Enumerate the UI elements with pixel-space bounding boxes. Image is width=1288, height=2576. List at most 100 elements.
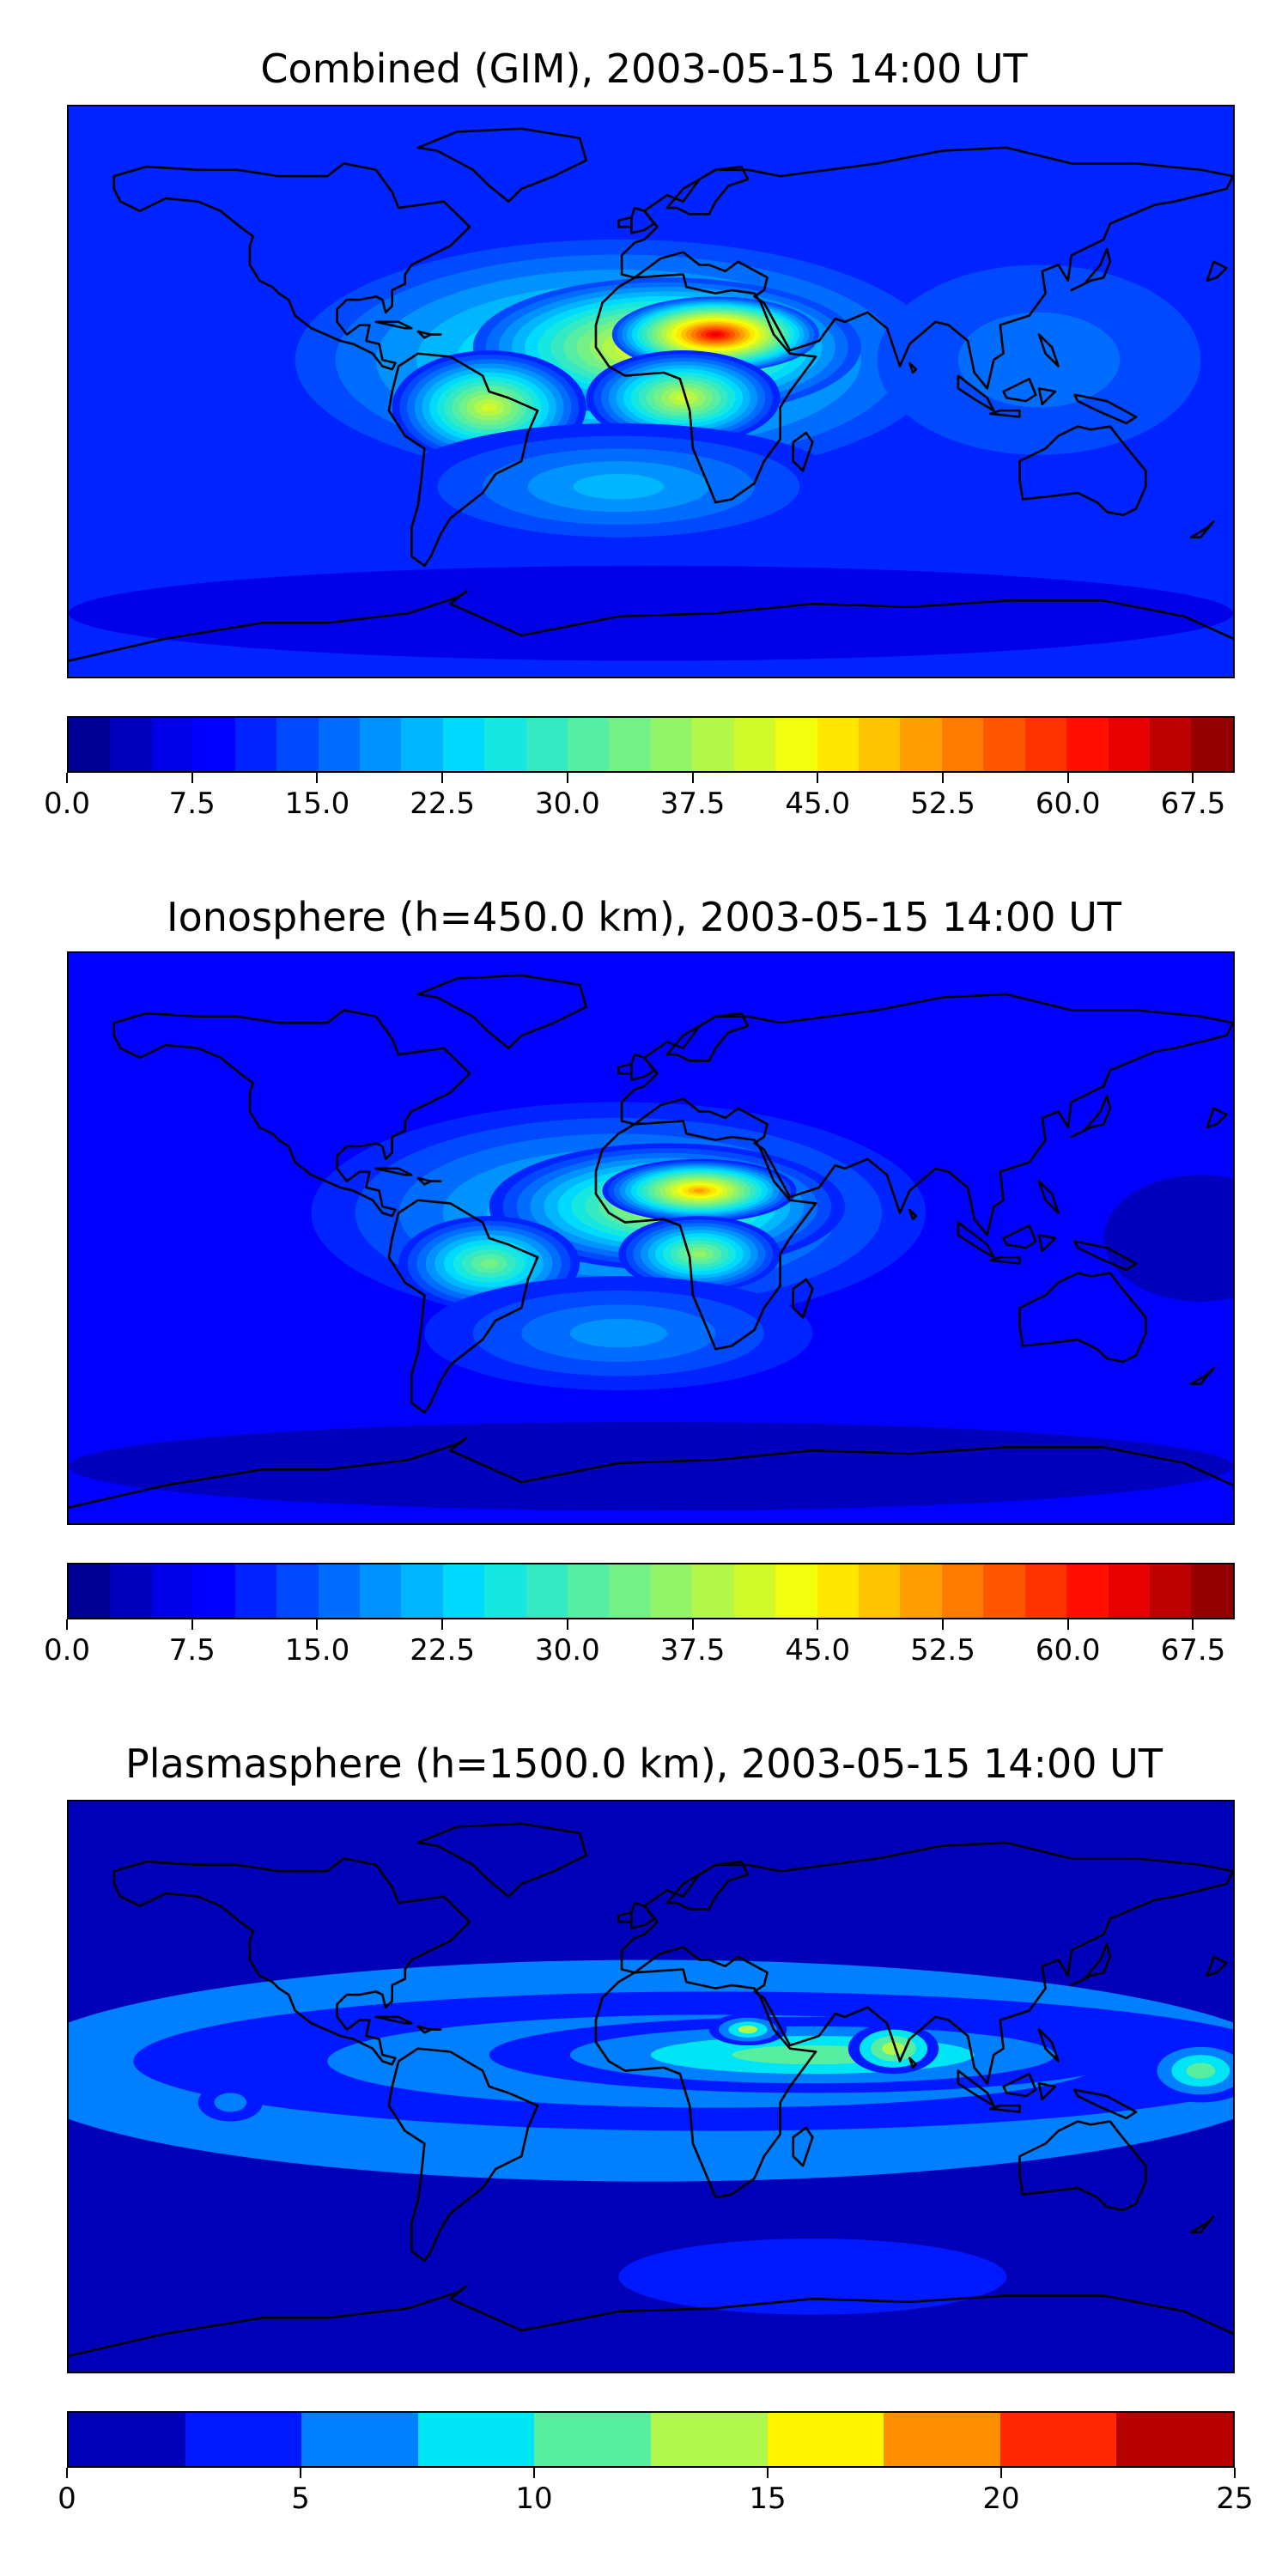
colorbar-tick <box>567 1619 568 1630</box>
colorbar-segment <box>884 2413 1000 2466</box>
colorbar-segment <box>110 718 151 771</box>
colorbar-tick <box>66 2468 68 2478</box>
colorbar-segment <box>276 1564 318 1618</box>
colorbar-segment <box>651 2413 768 2466</box>
colorbar-tick-label: 30.0 <box>535 787 600 821</box>
colorbar-tick-label: 15.0 <box>285 787 350 821</box>
colorbar-tick-label: 22.5 <box>410 1633 475 1668</box>
panel-title-plasmasphere: Plasmasphere (h=1500.0 km), 2003-05-15 1… <box>0 1740 1288 1788</box>
colorbar-ticks-plasmasphere: 0 5 10 15 20 25 <box>67 2468 1235 2519</box>
tec-field-combined <box>69 106 1233 677</box>
field-contour-5-3 <box>1186 2063 1215 2078</box>
colorbar-segment <box>1025 718 1066 771</box>
colorbar-tick-label: 7.5 <box>169 787 216 821</box>
colorbar-segment <box>1150 1564 1191 1618</box>
tec-field-plasmasphere <box>69 1801 1233 2372</box>
colorbar-segment <box>534 2413 651 2466</box>
colorbar-segment <box>768 2413 884 2466</box>
colorbar-tick <box>316 773 318 783</box>
colorbar-tick-label: 15.0 <box>285 1633 350 1668</box>
map-plasmasphere <box>67 1800 1235 2373</box>
colorbar-tick-label: 15 <box>749 2482 786 2516</box>
colorbar-segment <box>859 718 900 771</box>
colorbar-tick <box>692 1619 694 1630</box>
colorbar-tick <box>817 1619 818 1630</box>
colorbar-segment <box>1000 2413 1117 2466</box>
colorbar-tick-label: 20 <box>982 2482 1019 2516</box>
colorbar-segment <box>983 1564 1024 1618</box>
field-contour-3-9 <box>480 1259 498 1268</box>
colorbar-tick <box>316 1619 318 1630</box>
colorbar-tick <box>300 2468 301 2478</box>
colorbar-segment <box>484 1564 526 1618</box>
colorbar-segment <box>609 1564 650 1618</box>
colorbar-plasmasphere <box>67 2411 1235 2468</box>
colorbar-tick-label: 0.0 <box>44 1633 90 1668</box>
colorbar-tick <box>66 773 68 783</box>
colorbar-segment <box>568 718 609 771</box>
colorbar-tick-label: 67.5 <box>1161 787 1226 821</box>
colorbar-segment <box>69 718 110 771</box>
colorbar-segment <box>775 1564 817 1618</box>
colorbar-tick <box>567 773 568 783</box>
colorbar-segment <box>817 718 859 771</box>
colorbar-tick-label: 60.0 <box>1036 787 1101 821</box>
colorbar-tick <box>942 773 944 783</box>
colorbar-tick-label: 60.0 <box>1036 1633 1101 1668</box>
tec-map-plasmasphere <box>69 1801 1233 2372</box>
field-contour-7-0 <box>69 566 1233 661</box>
colorbar-segment <box>568 1564 609 1618</box>
colorbar-segment <box>900 718 941 771</box>
colorbar-segment <box>319 718 360 771</box>
colorbar-tick <box>66 1619 68 1630</box>
tec-map-ionosphere <box>69 953 1233 1523</box>
colorbar-tick-label: 0.0 <box>44 787 90 821</box>
colorbar-tick-label: 5 <box>291 2482 310 2516</box>
colorbar-tick <box>692 773 694 783</box>
colorbar-segment <box>1066 718 1108 771</box>
colorbar-segment <box>734 718 775 771</box>
colorbar-ionosphere <box>67 1563 1235 1619</box>
colorbar-segment <box>859 1564 900 1618</box>
tec-map-combined <box>69 106 1233 677</box>
colorbar-segment <box>942 718 983 771</box>
colorbar-segment <box>418 2413 535 2466</box>
colorbar-segment <box>692 718 733 771</box>
colorbar-tick-label: 37.5 <box>660 1633 726 1668</box>
colorbar-segment <box>360 1564 401 1618</box>
colorbar-segment <box>1066 1564 1108 1618</box>
colorbar-segment <box>900 1564 941 1618</box>
field-contour-2-16 <box>694 1188 705 1192</box>
colorbar-segment <box>443 1564 484 1618</box>
colorbar-tick-label: 45.0 <box>785 1633 850 1668</box>
panel-title-combined: Combined (GIM), 2003-05-15 14:00 UT <box>0 45 1288 93</box>
colorbar-segment <box>526 1564 568 1618</box>
colorbar-segment <box>1116 2413 1233 2466</box>
colorbar-segment <box>692 1564 733 1618</box>
colorbar-segment <box>185 2413 302 2466</box>
field-contour-2-20 <box>711 332 720 336</box>
panel-title-ionosphere: Ionosphere (h=450.0 km), 2003-05-15 14:0… <box>0 893 1288 941</box>
tec-field-ionosphere <box>69 953 1233 1523</box>
colorbar-segment <box>319 1564 360 1618</box>
colorbar-segment <box>1109 718 1150 771</box>
colorbar-tick <box>1067 1619 1069 1630</box>
colorbar-tick-label: 25 <box>1216 2482 1253 2516</box>
colorbar-tick <box>1067 773 1069 783</box>
colorbar-ticks-combined: 0.0 7.5 15.0 22.5 30.0 37.5 45.0 52.5 60.0 67.5 <box>67 773 1235 824</box>
colorbar-tick <box>533 2468 535 2478</box>
colorbar-segment <box>1150 718 1191 771</box>
colorbar-segment <box>152 1564 193 1618</box>
colorbar-segment <box>193 718 234 771</box>
colorbar-tick-label: 0 <box>58 2482 76 2516</box>
colorbar-tick <box>767 2468 769 2478</box>
colorbar-segment <box>235 1564 276 1618</box>
colorbar-segment <box>734 1564 775 1618</box>
colorbar-tick-label: 52.5 <box>910 1633 975 1668</box>
colorbar-segment <box>69 2413 185 2466</box>
colorbar-tick-label: 37.5 <box>660 787 726 821</box>
colorbar-segment <box>360 718 401 771</box>
colorbar-segment <box>1191 1564 1232 1618</box>
colorbar-segment <box>817 1564 859 1618</box>
field-contour-7-0 <box>618 2239 1006 2315</box>
